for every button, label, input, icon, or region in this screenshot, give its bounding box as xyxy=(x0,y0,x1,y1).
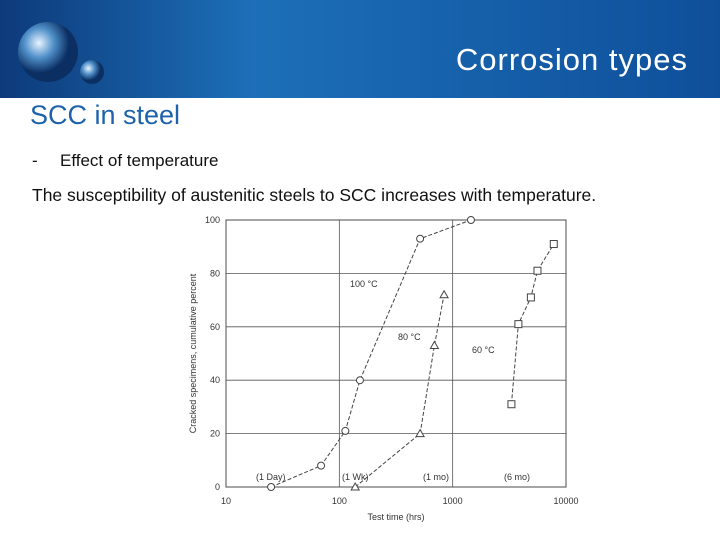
point xyxy=(466,216,475,224)
annotation: (6 mo) xyxy=(504,472,530,482)
trend-line xyxy=(270,219,472,488)
x-tick-label: 1000 xyxy=(443,496,463,506)
subtitle: SCC in steel xyxy=(30,100,181,130)
bullet-marker: - xyxy=(32,151,38,170)
point xyxy=(549,240,558,249)
point xyxy=(526,293,535,302)
x-tick-label: 10000 xyxy=(553,496,578,506)
point xyxy=(355,376,364,385)
point xyxy=(317,461,326,470)
series-label: 60 °C xyxy=(472,345,495,355)
header-band: Corrosion types xyxy=(0,0,720,98)
bullet-text: Effect of temperature xyxy=(60,151,219,170)
series-label: 80 °C xyxy=(398,332,421,342)
series-label: 100 °C xyxy=(350,279,378,289)
x-axis-label: Test time (hrs) xyxy=(367,512,424,522)
y-axis-label: Cracked specimens, cumulative percent xyxy=(188,273,198,433)
chart: 0 20 40 60 80 100 10 100 1000 10000 Test time (hrs… xyxy=(188,215,579,522)
plot-frame xyxy=(225,219,567,488)
point xyxy=(267,483,276,491)
y-tick-label: 80 xyxy=(210,268,220,278)
point xyxy=(439,289,449,299)
y-tick-label: 40 xyxy=(210,375,220,385)
header-title: Corrosion types xyxy=(455,42,688,77)
y-tick-label: 0 xyxy=(215,482,220,492)
annotation: (1 Wk) xyxy=(342,472,369,482)
point xyxy=(429,340,440,349)
y-tick-label: 20 xyxy=(210,429,220,439)
annotation: (1 mo) xyxy=(423,472,449,482)
point xyxy=(507,400,516,409)
logo xyxy=(18,22,104,84)
trend-line xyxy=(354,294,445,488)
point xyxy=(514,320,523,329)
point xyxy=(533,266,542,275)
body-text: The susceptibility of austenitic steels … xyxy=(32,185,597,205)
y-tick-label: 60 xyxy=(210,322,220,332)
annotation: (1 Day) xyxy=(256,472,286,482)
bullet: - Effect of temperature xyxy=(32,151,218,171)
point xyxy=(415,428,425,438)
x-tick-label: 10 xyxy=(221,496,231,506)
point xyxy=(416,234,425,243)
point xyxy=(350,481,361,491)
y-tick-label: 100 xyxy=(205,215,220,225)
x-tick-label: 100 xyxy=(332,496,347,506)
point xyxy=(341,426,350,435)
